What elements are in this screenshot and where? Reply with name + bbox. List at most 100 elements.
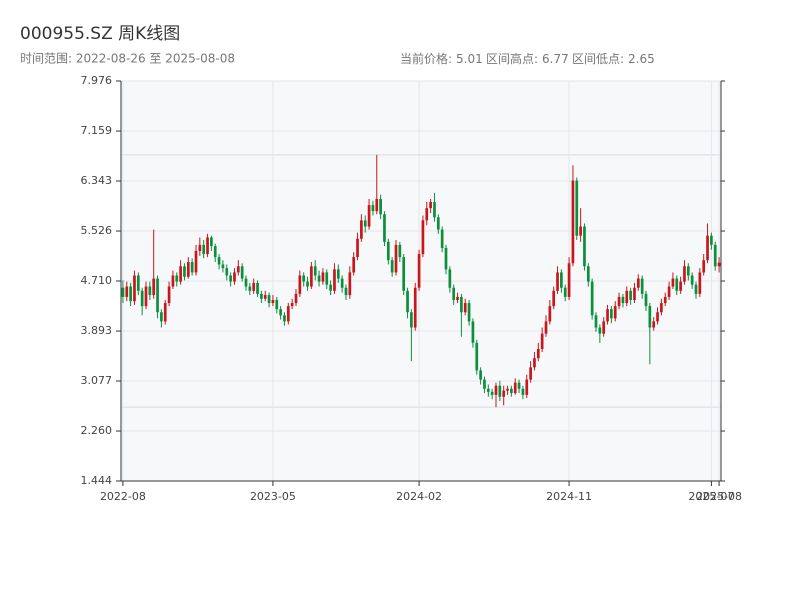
candle-body — [390, 260, 394, 273]
y-tick-label: 7.159 — [81, 124, 113, 137]
candle-body — [179, 266, 182, 282]
candle-body — [421, 220, 425, 255]
candle-body — [590, 281, 594, 316]
candle-body — [429, 202, 432, 209]
candle-body — [594, 315, 598, 328]
candle-body — [371, 205, 375, 212]
stat-value: 6.77 — [542, 52, 569, 66]
candle-body — [152, 278, 156, 296]
candle-body — [525, 379, 529, 395]
candle-body — [679, 281, 682, 291]
candle-body — [213, 246, 217, 258]
candle-body — [221, 264, 225, 269]
candle-body — [352, 257, 356, 273]
candle-body — [694, 284, 698, 294]
candle-body — [502, 390, 506, 397]
candle-body — [456, 296, 459, 300]
candle-body — [375, 198, 379, 212]
candle-body — [579, 226, 582, 236]
candle-body — [321, 272, 325, 282]
candle-body — [602, 321, 606, 334]
candle-body — [583, 226, 586, 267]
candle-body — [467, 303, 471, 322]
candle-body — [425, 208, 429, 221]
candle-body — [236, 266, 240, 273]
candle-body — [713, 244, 717, 267]
candle-body — [686, 266, 690, 276]
candle-body — [363, 220, 367, 227]
candle-body — [536, 348, 540, 359]
x-tick-label: 2022-08 — [100, 490, 146, 503]
candle-body — [648, 306, 652, 328]
candle-body — [202, 244, 206, 255]
candle-body — [263, 295, 267, 299]
stat-value: 5.01 — [456, 52, 483, 66]
y-tick-label: 4.710 — [81, 274, 113, 287]
x-tick-label: 2025-07 — [688, 490, 734, 503]
candle-body — [283, 315, 286, 322]
candle-body — [240, 266, 244, 279]
candle-body — [225, 268, 229, 276]
candle-body — [340, 278, 344, 288]
candle-body — [194, 250, 198, 273]
candle-body — [606, 309, 609, 322]
candle-body — [556, 272, 559, 291]
candle-body — [625, 290, 629, 304]
candle-body — [171, 275, 175, 287]
y-tick-label: 5.526 — [81, 224, 113, 237]
candle-body — [190, 262, 194, 273]
candle-body — [198, 244, 202, 251]
candle-body — [406, 290, 409, 313]
candle-body — [717, 262, 721, 267]
candle-body — [571, 180, 575, 264]
candle-body — [302, 275, 306, 282]
candle-body — [440, 229, 444, 248]
candle-body — [129, 286, 132, 302]
candle-body — [656, 312, 659, 322]
candle-body — [394, 244, 398, 273]
candle-body — [402, 257, 406, 291]
candle-body — [613, 306, 617, 319]
candle-body — [217, 257, 221, 265]
candle-body — [610, 309, 613, 319]
candle-body — [486, 388, 490, 392]
candle-body — [629, 290, 632, 300]
candle-body — [548, 306, 552, 322]
candle-body — [552, 290, 556, 307]
candle-body — [663, 296, 667, 304]
candle-body — [206, 237, 209, 255]
candle-body — [156, 278, 159, 313]
candle-body — [279, 309, 282, 316]
candle-body — [533, 358, 536, 368]
candle-body — [444, 247, 448, 270]
candle-body — [471, 321, 475, 343]
x-tick-label: 2024-02 — [396, 490, 442, 503]
candle-body — [271, 299, 275, 304]
candle-body — [275, 299, 279, 310]
candle-body — [210, 237, 213, 247]
candle-body — [175, 275, 179, 282]
candle-body — [475, 342, 479, 371]
candle-body — [506, 388, 509, 391]
y-tick-label: 6.343 — [81, 174, 113, 187]
candle-body — [494, 385, 498, 395]
candle-body — [510, 388, 513, 394]
candle-body — [229, 275, 232, 282]
candle-body — [683, 266, 686, 282]
candle-body — [367, 205, 371, 227]
candle-body — [140, 290, 144, 307]
candle-body — [163, 303, 167, 322]
candle-body — [244, 278, 248, 287]
candle-body — [560, 272, 563, 288]
candle-body — [544, 321, 548, 334]
candle-body — [660, 303, 663, 313]
candle-body — [575, 180, 579, 236]
candle-body — [640, 278, 644, 294]
x-tick-label: 2023-05 — [250, 490, 296, 503]
candle-body — [160, 312, 163, 322]
candle-body — [329, 284, 332, 291]
chart-title: 000955.SZ 周K线图 — [20, 24, 180, 44]
stat-label: 当前价格: — [400, 51, 452, 66]
candle-body — [294, 293, 298, 304]
